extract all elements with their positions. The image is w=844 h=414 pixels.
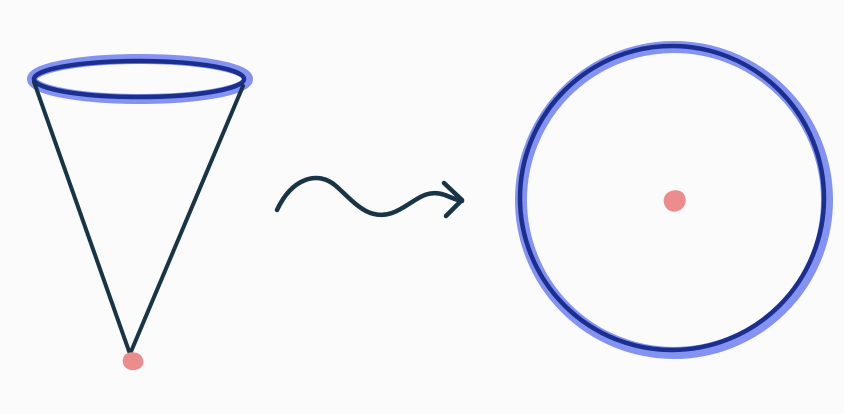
wavy-arrow — [274, 175, 465, 219]
wavy-arrow-shaft — [274, 175, 465, 217]
cone-right-side — [128, 84, 245, 356]
cone-left-side — [32, 80, 132, 356]
cone-apex-point — [122, 352, 144, 371]
disk-center-point — [663, 190, 686, 212]
disk — [515, 41, 833, 359]
cone-rim — [31, 58, 247, 100]
wavy-arrow-head — [441, 180, 465, 219]
cone — [27, 54, 253, 371]
disk-outline — [517, 43, 827, 353]
